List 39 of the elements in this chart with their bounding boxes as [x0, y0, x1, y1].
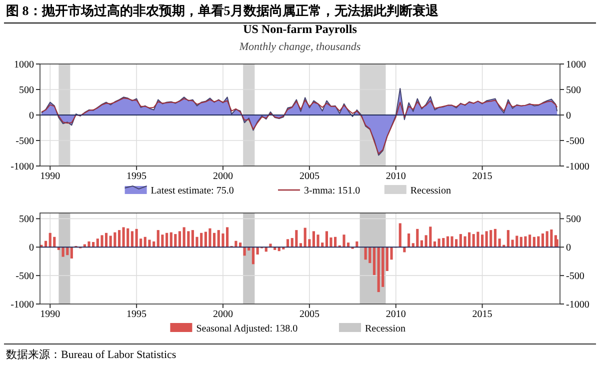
y-tick-label: -500: [16, 136, 34, 147]
y-tick-label: 500: [19, 214, 34, 226]
x-tick-label: 2010: [386, 171, 406, 182]
y-tick-label: -1000: [10, 300, 34, 310]
x-tick-label: 2005: [299, 171, 320, 182]
chart-subtitle: Monthly change, thousands: [238, 41, 361, 53]
x-tick-label: 2000: [212, 171, 233, 182]
y2-tick-label: -500: [566, 136, 584, 147]
x-tick-label: 1990: [40, 309, 60, 320]
y2-tick-label: -500: [566, 271, 584, 282]
y-tick-label: -1000: [10, 162, 34, 172]
legend-label: Seasonal Adjusted: 138.0: [196, 324, 298, 334]
y-tick-label: 0: [29, 110, 34, 122]
y2-tick-label: -1000: [566, 162, 590, 172]
y2-tick-label: 0: [566, 110, 571, 122]
caption: 图 8：抛开市场过高的非农预期，单看5月数据尚属正常，无法据此判断衰退: [6, 3, 440, 18]
x-tick-label: 1995: [126, 309, 147, 320]
x-tick-label: 2005: [299, 309, 320, 320]
legend-label: Latest estimate: 75.0: [150, 186, 234, 196]
y2-tick-label: -1000: [566, 300, 590, 310]
y-tick-label: 0: [29, 242, 34, 254]
chart-title: US Non-farm Payrolls: [243, 22, 358, 36]
y2-tick-label: 1000: [566, 60, 586, 70]
y2-tick-label: 0: [566, 242, 571, 254]
x-tick-label: 1990: [40, 171, 60, 182]
legend-label: 3-mma: 151.0: [304, 186, 360, 196]
x-tick-label: 2000: [212, 309, 233, 320]
y-tick-label: 500: [19, 85, 34, 96]
y2-tick-label: 500: [566, 85, 581, 96]
x-tick-label: 2015: [472, 309, 492, 320]
y-tick-label: 1000: [14, 60, 34, 70]
y-tick-label: -500: [16, 271, 34, 282]
x-tick-label: 2015: [472, 171, 492, 182]
legend-label: Recession: [410, 186, 451, 196]
x-tick-label: 2010: [386, 309, 406, 320]
y2-tick-label: 500: [566, 214, 581, 226]
source-note: 数据来源：Bureau of Labor Statistics: [6, 348, 176, 361]
legend-label: Recession: [365, 324, 406, 334]
x-tick-label: 1995: [126, 171, 147, 182]
